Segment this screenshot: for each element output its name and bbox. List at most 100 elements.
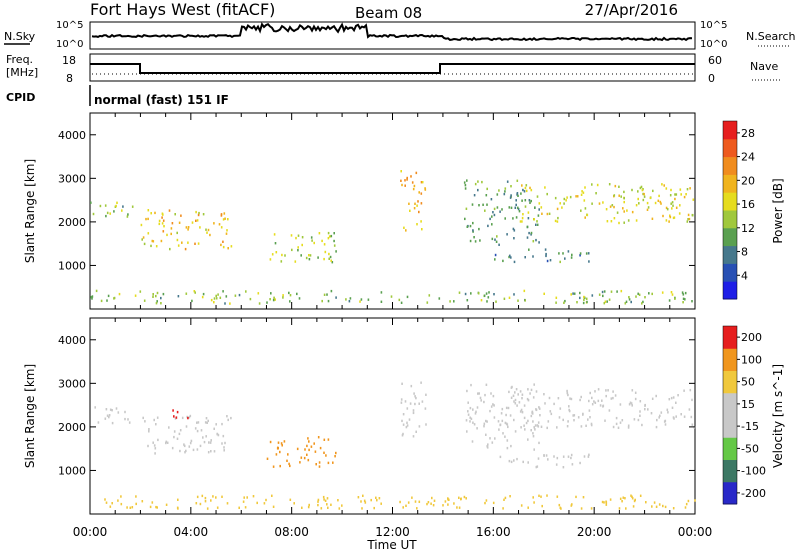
data-cell	[664, 505, 667, 509]
data-cell	[349, 297, 352, 300]
data-cell	[269, 440, 272, 444]
data-cell	[622, 496, 625, 499]
data-cell	[520, 426, 522, 429]
data-cell	[686, 188, 689, 191]
data-cell	[153, 418, 155, 422]
colorbar-tick-label: 50	[741, 376, 755, 389]
data-cell	[563, 197, 566, 201]
data-cell	[486, 420, 488, 423]
data-cell	[515, 199, 517, 202]
data-cell	[323, 451, 325, 454]
data-cell	[175, 416, 178, 419]
data-cell	[321, 239, 323, 243]
data-cell	[509, 254, 511, 257]
data-cell	[326, 293, 328, 296]
data-cell	[176, 410, 179, 414]
data-cell	[615, 416, 618, 420]
data-cell	[661, 183, 663, 186]
data-cell	[469, 239, 472, 243]
data-cell	[313, 442, 315, 445]
data-cell	[506, 446, 509, 450]
data-cell	[484, 501, 486, 505]
data-cell	[550, 412, 553, 416]
nave-tick-bottom: 0	[708, 72, 715, 85]
data-cell	[601, 399, 603, 402]
data-cell	[430, 502, 432, 505]
data-cell	[674, 297, 676, 300]
data-cell	[608, 409, 611, 412]
data-cell	[215, 294, 217, 298]
data-cell	[127, 213, 129, 216]
data-cell	[658, 416, 660, 419]
data-cell	[668, 299, 671, 302]
data-cell	[604, 300, 607, 303]
data-cell	[467, 410, 469, 413]
data-cell	[416, 204, 418, 207]
colorbar-segment	[723, 370, 737, 394]
data-cell	[506, 423, 509, 426]
data-cell	[557, 216, 559, 220]
data-cell	[328, 235, 331, 238]
data-cell	[687, 213, 690, 217]
data-cell	[503, 498, 505, 501]
data-cell	[141, 500, 144, 503]
data-cell	[641, 423, 643, 427]
data-cell	[567, 250, 570, 253]
data-cell	[269, 298, 271, 301]
data-cell	[637, 190, 639, 193]
data-cell	[530, 388, 533, 392]
data-cell	[545, 252, 547, 256]
data-cell	[426, 301, 429, 304]
data-cell	[503, 297, 506, 300]
data-cell	[207, 451, 210, 454]
data-cell	[693, 426, 696, 429]
data-cell	[504, 435, 506, 438]
data-cell	[300, 456, 303, 459]
data-cell	[207, 228, 210, 232]
data-cell	[483, 400, 485, 404]
data-cell	[532, 240, 535, 243]
data-cell	[405, 425, 408, 429]
data-cell	[424, 407, 427, 410]
x-tick-label: 12:00	[375, 525, 410, 539]
data-cell	[608, 298, 611, 301]
data-cell	[193, 290, 196, 293]
data-cell	[162, 230, 165, 233]
data-cell	[623, 210, 625, 213]
data-cell	[614, 184, 617, 188]
data-cell	[218, 223, 221, 226]
data-cell	[521, 393, 524, 396]
data-cell	[226, 229, 228, 232]
data-cell	[200, 429, 203, 432]
data-cell	[466, 430, 468, 433]
data-cell	[220, 214, 223, 217]
data-cell	[502, 432, 504, 435]
data-cell	[469, 406, 472, 410]
data-cell	[275, 453, 278, 456]
data-cell	[472, 221, 474, 225]
data-cell	[104, 204, 107, 207]
data-cell	[507, 425, 509, 429]
data-cell	[538, 407, 541, 410]
data-cell	[648, 292, 650, 295]
data-cell	[547, 458, 549, 461]
data-cell	[345, 298, 347, 301]
data-cell	[155, 302, 158, 305]
data-cell	[280, 442, 283, 445]
data-cell	[466, 225, 469, 228]
data-cell	[246, 496, 248, 499]
data-cell	[516, 457, 518, 461]
data-cell	[456, 506, 458, 509]
data-cell	[668, 398, 671, 401]
data-cell	[190, 439, 193, 443]
data-cell	[561, 206, 563, 209]
data-cell	[519, 410, 522, 413]
data-cell	[510, 256, 512, 259]
data-cell	[226, 415, 228, 418]
data-cell	[282, 294, 284, 297]
data-cell	[201, 494, 204, 498]
data-cell	[643, 195, 646, 198]
data-cell	[608, 183, 611, 186]
data-cell	[570, 453, 573, 457]
data-cell	[515, 388, 518, 391]
